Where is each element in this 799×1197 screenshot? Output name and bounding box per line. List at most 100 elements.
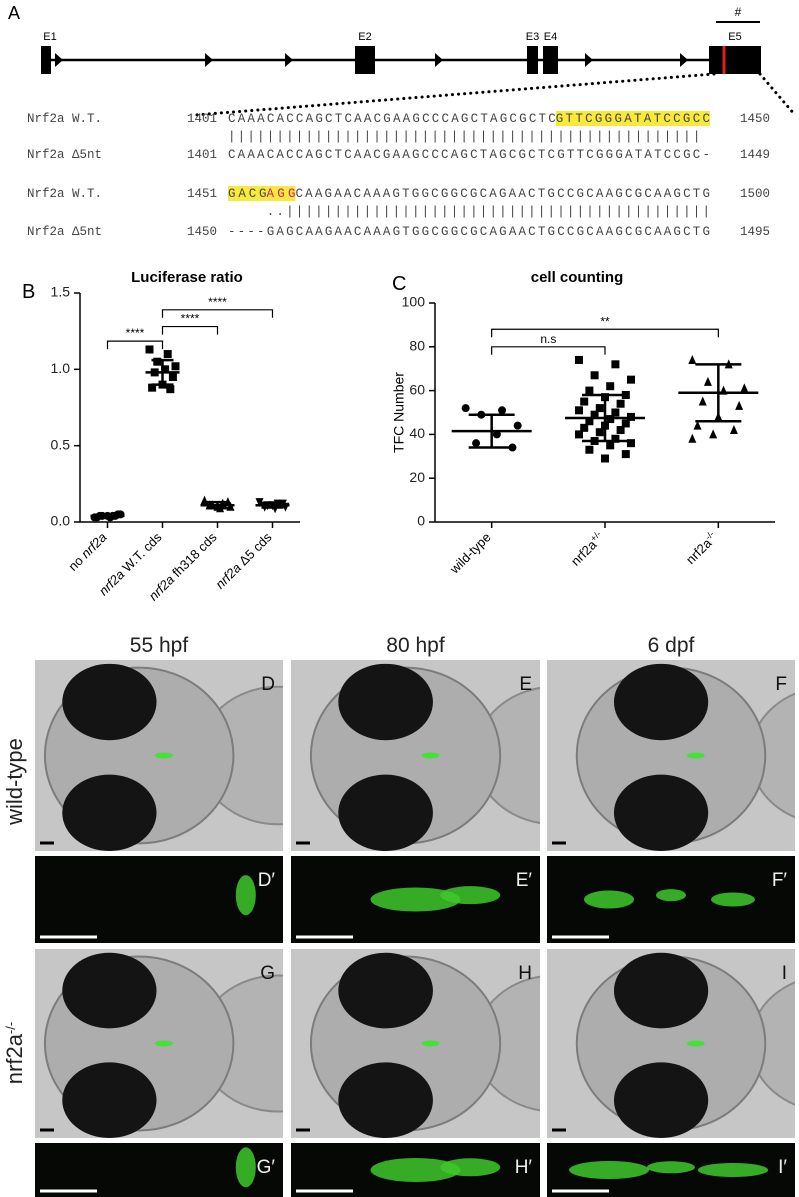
data-point — [513, 421, 522, 430]
sequence-name: Nrf2a W.T. — [27, 187, 102, 201]
data-point — [163, 350, 172, 359]
gfp-signal — [686, 1040, 705, 1047]
x-tick-label: no nrf2a — [65, 530, 109, 574]
gfp-signal — [154, 1040, 173, 1047]
gfp-signal — [647, 1161, 695, 1174]
panel-letter: D — [261, 674, 275, 695]
data-point — [703, 376, 712, 386]
panel-letter: A — [8, 3, 20, 23]
data-point — [627, 375, 635, 384]
data-point — [735, 400, 744, 410]
y-axis-label: TFC Number — [391, 372, 407, 453]
row-label: nrf2a-/- — [2, 1022, 27, 1084]
intron-arrow — [205, 53, 213, 67]
gfp-signal — [584, 890, 634, 909]
chart-title: cell counting — [531, 269, 624, 286]
label-part: nrf2a — [78, 530, 110, 562]
gfp-signal — [235, 875, 256, 916]
data-point — [606, 382, 615, 391]
data-point — [580, 423, 589, 432]
panel-letter: C — [392, 273, 406, 295]
eye — [62, 774, 157, 851]
exon-label: E1 — [43, 31, 56, 43]
data-point — [616, 426, 625, 435]
x-tick-label: wild-type — [446, 530, 494, 578]
significance-label: **** — [126, 326, 145, 340]
data-point — [585, 386, 594, 395]
sequence-end: 1495 — [740, 225, 770, 239]
data-point — [693, 420, 702, 430]
inset-letter: E′ — [516, 870, 533, 891]
data-point — [601, 454, 609, 463]
panel-letter: I — [782, 963, 787, 984]
exon — [527, 46, 538, 74]
chart-title: Luciferase ratio — [131, 269, 243, 286]
y-tick-label: 1.5 — [51, 284, 71, 300]
data-point — [492, 430, 501, 439]
significance-label: **** — [208, 295, 227, 309]
micrograph — [291, 949, 540, 1138]
significance-bracket — [491, 346, 606, 355]
data-point — [606, 441, 615, 450]
data-point — [255, 498, 264, 508]
sequence-start: 1401 — [187, 112, 217, 126]
eye — [338, 952, 433, 1029]
eye — [338, 774, 433, 851]
eye — [338, 1062, 433, 1138]
label-part: W.T. cds — [117, 529, 165, 577]
inset-letter: H′ — [515, 1157, 533, 1178]
panel-letter: B — [22, 281, 35, 303]
gfp-signal — [569, 1161, 649, 1179]
label-part: wild-type — [446, 530, 494, 578]
x-tick-label: nrf2a+/- — [567, 529, 607, 569]
data-point — [740, 383, 749, 393]
exon-label: E2 — [358, 31, 371, 43]
sequence-name: Nrf2a W.T. — [27, 112, 102, 126]
highlight — [555, 111, 710, 126]
y-tick-label: 100 — [402, 294, 426, 310]
y-tick-label: 0 — [417, 513, 425, 529]
y-tick-label: 20 — [409, 469, 425, 485]
gfp-signal — [235, 1147, 256, 1188]
significance-bracket — [161, 325, 219, 335]
data-point — [472, 439, 481, 448]
data-point — [595, 428, 604, 437]
sequence-end: 1449 — [740, 148, 770, 162]
data-point — [621, 450, 630, 459]
significance-label: n.s — [540, 332, 556, 346]
significance-bracket — [161, 309, 274, 318]
data-point — [575, 430, 583, 439]
micrograph — [291, 660, 540, 851]
sequence: CAAACACCAGCTCAACGAAGCCCAGCTAGCGCTCGTTCGG… — [228, 148, 710, 162]
data-point — [461, 404, 470, 413]
data-point — [590, 410, 599, 419]
data-point — [575, 355, 583, 364]
data-point — [168, 372, 177, 381]
micrograph — [547, 949, 795, 1138]
sequence: CAAACACCAGCTCAACGAAGCCCAGCTAGCGCTC — [228, 112, 556, 126]
y-tick-label: 80 — [409, 338, 425, 354]
x-tick-label: nrf2a Δ5 cds — [212, 529, 275, 592]
sequence-name: Nrf2a Δ5nt — [27, 225, 102, 239]
data-point — [729, 425, 738, 435]
y-tick-label: 0.0 — [51, 513, 71, 529]
data-point — [611, 360, 620, 369]
sequence: ----GAGCAAGAACAAAGTGGCGGCGCAGAACTGCCGCAA… — [228, 225, 710, 239]
zoom-line — [193, 72, 716, 117]
data-point — [148, 383, 157, 392]
data-point — [161, 365, 170, 374]
exon — [543, 46, 558, 74]
panel-letter: G — [260, 963, 275, 984]
gfp-signal — [370, 1158, 461, 1182]
data-point — [498, 406, 507, 415]
significance-bracket — [491, 328, 719, 338]
gfp-signal — [154, 752, 173, 759]
label-part: wild-type — [2, 738, 27, 826]
data-point — [171, 362, 180, 371]
column-header: 6 dpf — [648, 634, 695, 657]
y-tick-label: 1.0 — [51, 360, 71, 376]
data-point — [145, 345, 154, 354]
panel-letter: E — [519, 674, 532, 695]
sequence-end: 1450 — [740, 112, 770, 126]
sequence: CAAGAACAAAGTGGCGGCGCAGAACTGCCGCAAGCGCAAG… — [295, 187, 710, 201]
